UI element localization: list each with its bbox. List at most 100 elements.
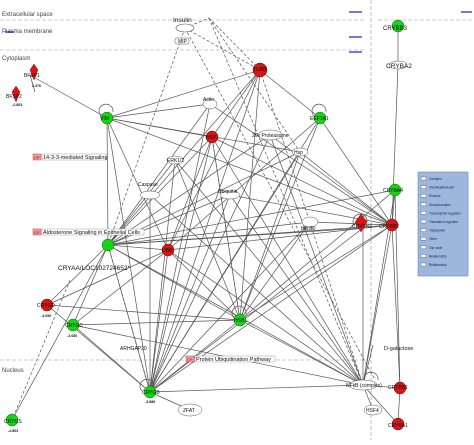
- legend: Complex Chemical/toxicant Enzyme Group/comp…: [417, 171, 469, 277]
- edge: [299, 151, 393, 226]
- legend-symbol-icon: [420, 185, 427, 189]
- edge: [107, 244, 241, 321]
- node-crygc[interactable]: CRYGC -3.680: [65, 318, 83, 338]
- edge: [362, 344, 374, 386]
- edge: [259, 69, 321, 119]
- node-label: HSP...: [206, 135, 220, 141]
- node-crybb2[interactable]: CRYBB2: [379, 218, 399, 232]
- node-value: 2.376: [32, 84, 41, 88]
- node-cryba1[interactable]: CRYBA1: [388, 417, 408, 431]
- edges: [11, 17, 401, 425]
- edge: [72, 319, 241, 326]
- edge: [106, 69, 261, 119]
- legend-label: Relationship: [429, 254, 447, 258]
- edge: [231, 305, 247, 319]
- node-crygb[interactable]: CRYGB -3.886: [142, 385, 160, 404]
- edge: [239, 221, 311, 321]
- node-zfat[interactable]: ZFAT: [177, 403, 203, 417]
- cp-tag: CP: [34, 155, 40, 160]
- node-cryba2[interactable]: CRYBA2: [386, 60, 412, 70]
- node-hsf4[interactable]: HSF4: [363, 404, 383, 416]
- legend-symbol-icon: [420, 237, 427, 241]
- edge: [106, 117, 393, 226]
- legend-label: Relationship: [429, 263, 447, 267]
- edge: [391, 64, 399, 226]
- node-hspa[interactable]: HSP...: [205, 130, 220, 144]
- legend-symbol-icon: [420, 254, 427, 258]
- node-label: HSB...: [234, 318, 248, 324]
- node-label: UBB: [162, 248, 173, 254]
- node-dgalactose[interactable]: D-galactose: [384, 346, 413, 352]
- pathway-ubiquitination[interactable]: CP Protein Ubiquitination Pathway: [185, 355, 276, 363]
- edge: [211, 69, 261, 138]
- legend-symbol-icon: [420, 245, 427, 249]
- legend-label: Top node: [429, 246, 442, 250]
- edge: [107, 194, 231, 246]
- node-caspase[interactable]: Caspase: [138, 182, 161, 200]
- node-crygd[interactable]: CRYGD -3.050: [37, 298, 55, 318]
- edge: [352, 213, 368, 227]
- edge: [149, 384, 364, 393]
- node-label: BFSP1: [24, 73, 40, 79]
- pathway-aldosterone[interactable]: CP Aldosterone Signaling in Epithelial C…: [32, 228, 145, 236]
- node-label: CRYBB2: [379, 224, 399, 230]
- edge: [167, 224, 393, 251]
- node-label: HSF4: [366, 408, 379, 414]
- pathway-label: Aldosterone Signaling in Epithelial Cell…: [43, 230, 140, 236]
- edge: [29, 74, 36, 93]
- node-label: TUBB: [253, 67, 267, 73]
- node-label: Actin: [203, 97, 214, 103]
- edge: [239, 189, 396, 321]
- node-label: VIM: [100, 116, 109, 122]
- node-arhgap[interactable]: ARHGAP20: [120, 346, 147, 352]
- edge: [107, 103, 211, 246]
- node-vim[interactable]: VIM: [100, 111, 114, 125]
- node-label: Hsp90: [301, 226, 316, 232]
- edge: [394, 189, 401, 389]
- node-ubb[interactable]: UBB: [161, 243, 175, 257]
- node-eef1a1[interactable]: EEF1A1: [310, 111, 329, 125]
- node-hsbp[interactable]: HSB...: [233, 313, 248, 327]
- edge: [107, 244, 169, 251]
- compartment-label-extracellular: Extracellular space: [2, 12, 53, 18]
- node-erk[interactable]: ERK1/2: [166, 155, 184, 165]
- edge: [106, 103, 211, 119]
- node-proteasome[interactable]: 26s Proteasome: [252, 129, 289, 141]
- node-hsp[interactable]: Hsp: [291, 147, 309, 157]
- pathway-14-3-3[interactable]: CP 14-3-3-mediated Signaling: [32, 153, 108, 161]
- edge: [72, 324, 364, 386]
- legend-symbol-icon: [420, 211, 427, 215]
- node-label: ERK1/2: [167, 158, 184, 164]
- node-ubiquitin[interactable]: Ubiquitin: [218, 189, 241, 200]
- node-insulin[interactable]: Insulin: [173, 17, 195, 33]
- edge: [107, 221, 311, 246]
- node-hsp90[interactable]: Hsp90: [301, 216, 319, 232]
- edge: [72, 244, 109, 326]
- legend-symbol-icon: [420, 202, 427, 206]
- node-crybb1[interactable]: CRYBB1: [388, 381, 408, 395]
- node-crybb3-top[interactable]: CRYBB3: [383, 19, 408, 33]
- node-cryba4[interactable]: CRYBA4: [383, 183, 403, 197]
- compartment-label-cytoplasm: Cytoplasm: [2, 56, 30, 62]
- node-label: CRYGC: [65, 323, 83, 329]
- node-crybb3[interactable]: CRYBB3: [352, 213, 372, 233]
- node-mip[interactable]: MIP: [174, 37, 190, 45]
- node-tubb[interactable]: TUBB: [252, 62, 268, 78]
- node-cryaa[interactable]: CRYAA/LOC102724652*: [58, 238, 131, 272]
- edge: [229, 194, 364, 386]
- node-bfsp1[interactable]: BFSP1 2.376: [24, 63, 41, 88]
- node-value: -3.680: [67, 334, 77, 338]
- edge: [269, 134, 393, 226]
- edge: [208, 17, 364, 386]
- node-bfsp2[interactable]: BFSP2 -2.803: [6, 85, 22, 107]
- legend-label: Enzyme: [429, 194, 441, 198]
- node-crygs[interactable]: CRYGS -2.803: [4, 413, 22, 433]
- node-label: CRYBB3: [352, 224, 372, 230]
- node-label: Caspase: [138, 182, 158, 188]
- edge: [362, 224, 393, 386]
- node-actin[interactable]: Actin: [202, 97, 218, 110]
- node-nfkb[interactable]: NFkB (complex): [346, 379, 382, 391]
